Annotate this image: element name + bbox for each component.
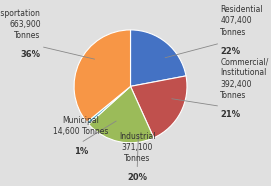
Text: 21%: 21%	[220, 110, 240, 119]
Wedge shape	[87, 86, 131, 124]
Wedge shape	[74, 30, 131, 122]
Wedge shape	[131, 76, 187, 138]
Text: Municipal
14,600 Tonnes: Municipal 14,600 Tonnes	[53, 116, 108, 136]
Text: Industrial
371,100
Tonnes: Industrial 371,100 Tonnes	[119, 132, 155, 163]
Text: Commercial/
Institutional
392,400
Tonnes: Commercial/ Institutional 392,400 Tonnes	[220, 57, 269, 100]
Text: Residential
407,400
Tonnes: Residential 407,400 Tonnes	[220, 5, 263, 36]
Wedge shape	[131, 30, 186, 86]
Text: 22%: 22%	[220, 47, 240, 56]
Text: 1%: 1%	[73, 147, 88, 156]
Wedge shape	[89, 86, 154, 143]
Text: Transportation
663,900
Tonnes: Transportation 663,900 Tonnes	[0, 9, 41, 40]
Text: 20%: 20%	[127, 173, 147, 182]
Text: 36%: 36%	[21, 50, 41, 60]
